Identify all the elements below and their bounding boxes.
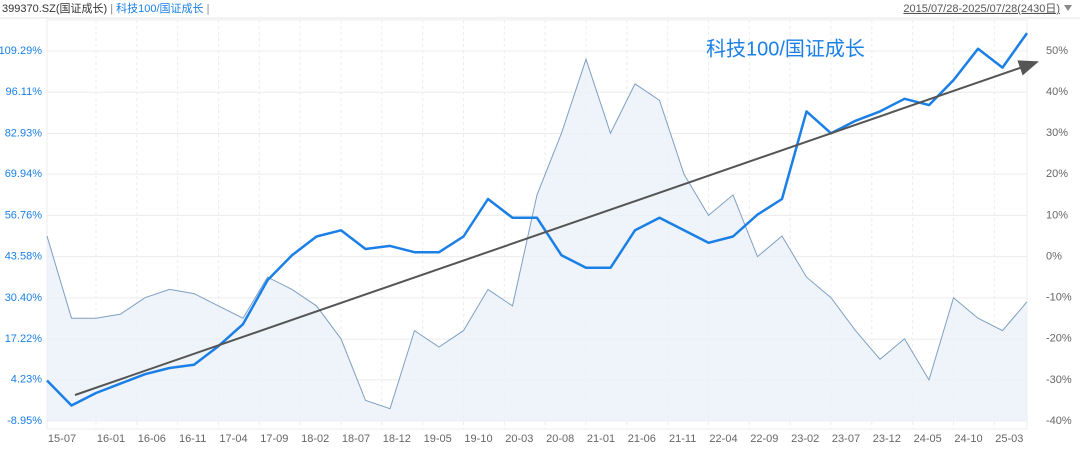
- legend-label: 399370.SZ(国证成长): [2, 2, 107, 15]
- y-tick-label: -8.95%: [7, 415, 42, 427]
- y-tick-label: 30.40%: [5, 292, 43, 304]
- x-tick-label: 17-09: [260, 433, 288, 445]
- legend-separator: |: [204, 3, 210, 15]
- x-tick-label: 18-12: [383, 433, 411, 445]
- y-tick-label: 56.76%: [5, 209, 43, 221]
- dropdown-arrow[interactable]: [1064, 5, 1072, 11]
- x-tick-label: 23-02: [791, 433, 819, 445]
- y2-tick-label: -30%: [1046, 374, 1072, 386]
- x-tick-label: 22-04: [709, 433, 737, 445]
- y2-tick-label: 40%: [1046, 86, 1068, 98]
- x-tick-label: 16-01: [97, 433, 125, 445]
- x-tick-label: 19-05: [424, 433, 452, 445]
- area: [47, 59, 1027, 421]
- annotation: 科技100/国证成长: [706, 37, 865, 60]
- trend-arrow: [74, 60, 1039, 396]
- x-tick-label: 15-07: [48, 433, 76, 445]
- y-tick-label: 17.22%: [5, 333, 43, 345]
- x-tick-label: 16-11: [179, 433, 206, 445]
- x-tick-label: 25-03: [995, 433, 1023, 445]
- y2-tick-label: 30%: [1046, 127, 1068, 139]
- legend: 399370.SZ(国证成长) | 科技100/国证成长 |: [2, 1, 209, 15]
- y2-tick-label: 20%: [1046, 168, 1068, 180]
- y2-tick-label: 10%: [1046, 209, 1068, 221]
- y2-tick-label: 50%: [1046, 45, 1068, 57]
- line: [46, 32, 1029, 407]
- x-tick-label: 20-08: [546, 433, 574, 445]
- line: [46, 57, 1028, 410]
- x-tick-label: 21-06: [628, 433, 656, 445]
- x-tick-label: 19-10: [464, 433, 492, 445]
- y-tick-label: 4.23%: [11, 374, 42, 386]
- x-tick-label: 18-07: [342, 433, 370, 445]
- y2-tick-label: -20%: [1046, 333, 1072, 345]
- x-tick-label: 24-10: [954, 433, 982, 445]
- x-tick-label: 23-07: [832, 433, 860, 445]
- x-tick-label: 23-12: [873, 433, 901, 445]
- y2-tick-label: -40%: [1046, 415, 1072, 427]
- y-tick-label: 43.58%: [5, 251, 43, 263]
- legend-separator: |: [107, 3, 116, 15]
- y-tick-label: 69.94%: [5, 168, 43, 180]
- x-tick-label: 16-06: [138, 433, 166, 445]
- x-tick-label: 18-02: [301, 433, 329, 445]
- x-tick-label: 22-09: [750, 433, 778, 445]
- y2-tick-label: 0%: [1046, 250, 1062, 262]
- legend-label: 科技100/国证成长: [116, 1, 203, 15]
- x-tick-label: 17-04: [219, 433, 247, 445]
- x-tick-label: 21-11: [669, 433, 696, 445]
- y-tick-label: 109.29%: [0, 45, 42, 57]
- x-tick-label: 21-01: [587, 433, 615, 445]
- y-tick-label: 82.93%: [5, 127, 43, 139]
- y-tick-label: 96.11%: [6, 86, 43, 98]
- date-range[interactable]: 2015/07/28-2025/07/28(2430日): [903, 3, 1060, 15]
- y2-tick-label: -10%: [1046, 292, 1072, 304]
- x-tick-label: 20-03: [505, 433, 533, 445]
- x-tick-label: 24-05: [914, 433, 942, 445]
